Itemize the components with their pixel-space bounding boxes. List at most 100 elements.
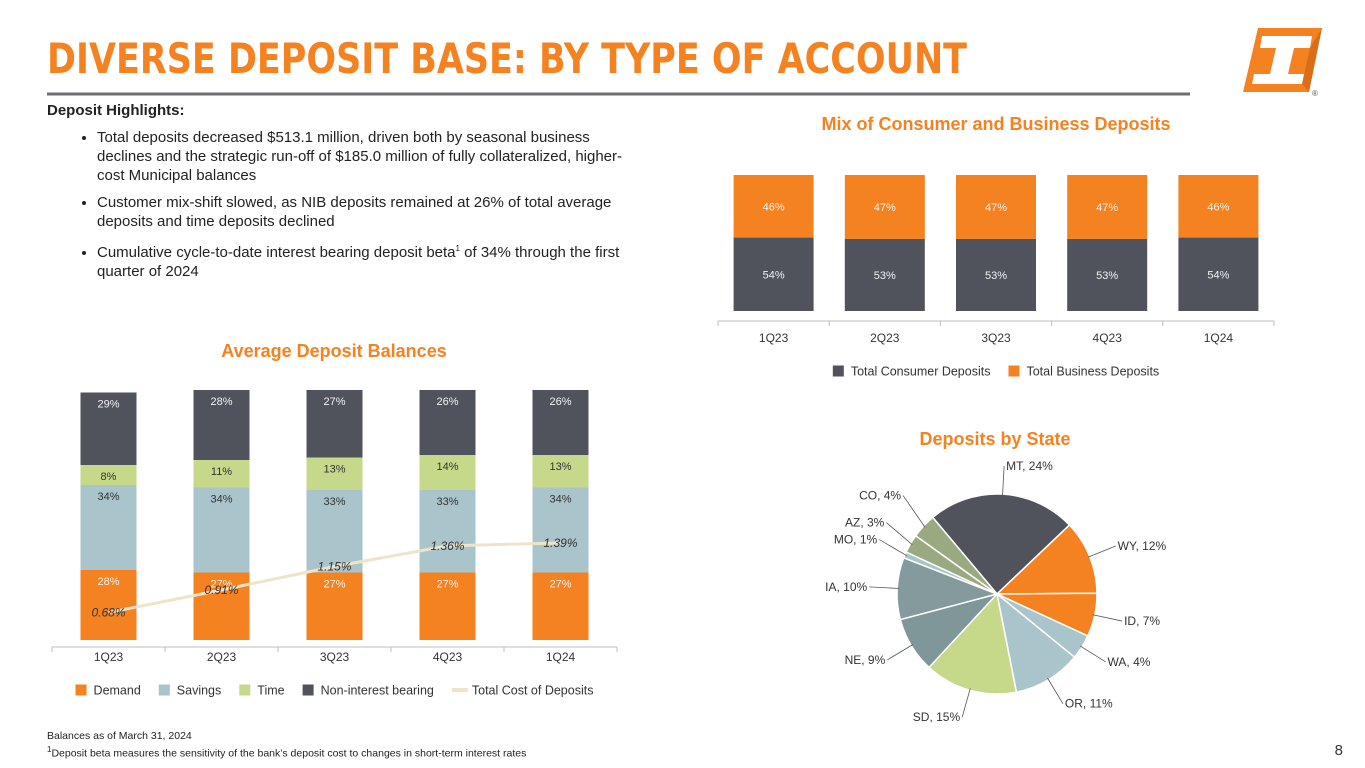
data-label: 8% xyxy=(101,471,117,483)
superscript: 1 xyxy=(455,244,460,253)
registered-mark: ® xyxy=(1312,89,1318,98)
bar-segment xyxy=(306,490,363,573)
x-tick-label: 1Q23 xyxy=(94,650,124,664)
highlights: Deposit Highlights: Total deposits decre… xyxy=(47,101,627,289)
data-label: 54% xyxy=(763,269,785,281)
bar-segment xyxy=(419,572,476,640)
legend-label: Non-interest bearing xyxy=(321,684,434,698)
bar-segment xyxy=(193,390,250,460)
data-label: 34% xyxy=(97,491,119,503)
superscript: 1 xyxy=(47,745,52,754)
footer: Balances as of March 31, 2024 1Deposit b… xyxy=(47,729,526,761)
bar-segment xyxy=(1178,237,1259,311)
legend-label: Total Cost of Deposits xyxy=(472,684,594,698)
bullet: Customer mix-shift slowed, as NIB deposi… xyxy=(97,193,627,231)
data-label: 53% xyxy=(874,270,896,282)
pie-label: NE, 9% xyxy=(845,653,886,667)
line-label: 1.36% xyxy=(430,539,464,553)
leader-line xyxy=(887,644,914,661)
legend-swatch xyxy=(1008,365,1020,377)
pie-label: WA, 4% xyxy=(1108,655,1151,669)
legend-label: Savings xyxy=(177,684,221,698)
pie-label: WY, 12% xyxy=(1118,539,1167,553)
leader-line xyxy=(878,539,907,557)
pie-label: IA, 10% xyxy=(825,580,867,594)
pie-label: AZ, 3% xyxy=(845,516,885,530)
legend-label: Total Business Deposits xyxy=(1026,365,1159,379)
data-label: 47% xyxy=(1096,202,1118,214)
x-tick-label: 2Q23 xyxy=(207,650,237,664)
x-tick-label: 3Q23 xyxy=(981,331,1011,345)
bar-segment xyxy=(956,238,1036,311)
bar-segment xyxy=(193,460,250,488)
data-label: 26% xyxy=(436,396,458,408)
chart-title: Average Deposit Balances xyxy=(221,341,446,361)
data-label: 46% xyxy=(763,201,785,213)
x-tick-label: 4Q23 xyxy=(433,650,463,664)
leader-line xyxy=(961,688,971,718)
bar-segment xyxy=(306,572,363,640)
data-label: 33% xyxy=(323,496,345,508)
x-tick-label: 4Q23 xyxy=(1093,331,1123,345)
bar-segment xyxy=(532,390,589,455)
bar-segment xyxy=(80,465,137,485)
bar-segment xyxy=(1178,175,1259,238)
data-label: 53% xyxy=(985,270,1007,282)
legend-swatch xyxy=(239,684,251,696)
legend-label: Demand xyxy=(94,684,141,698)
bar-segment xyxy=(532,572,589,640)
line-label: 1.15% xyxy=(317,559,351,573)
legend: Total Consumer Deposits Total Business De… xyxy=(832,365,1159,379)
data-label: 27% xyxy=(323,396,345,408)
pie-label: MO, 1% xyxy=(834,532,878,546)
leader-line xyxy=(886,522,913,546)
data-label: 47% xyxy=(985,202,1007,214)
bar-segment xyxy=(306,457,363,490)
bar-segment xyxy=(80,570,137,640)
bar-segment xyxy=(733,237,814,311)
x-tick-label: 1Q24 xyxy=(1204,331,1234,345)
leader-line xyxy=(1002,466,1005,497)
leader-line xyxy=(902,495,926,528)
bullet: Cumulative cycle-to-date interest bearin… xyxy=(97,239,627,281)
highlights-heading: Deposit Highlights: xyxy=(47,102,185,119)
data-label: 13% xyxy=(323,464,345,476)
line-label: 0.68% xyxy=(91,606,125,620)
bar-segment xyxy=(193,487,250,573)
footer-note: Balances as of March 31, 2024 xyxy=(47,730,192,742)
chart-title: Deposits by State xyxy=(919,429,1070,449)
data-label: 47% xyxy=(874,202,896,214)
data-label: 13% xyxy=(549,461,571,473)
legend-swatch xyxy=(158,684,170,696)
data-label: 46% xyxy=(1207,201,1229,213)
line-series xyxy=(108,541,561,615)
data-label: 53% xyxy=(1096,270,1118,282)
footnote: 1Deposit beta measures the sensitivity o… xyxy=(47,743,526,761)
pie-label: CO, 4% xyxy=(859,489,901,503)
bullet-text: Cumulative cycle-to-date interest bearin… xyxy=(97,244,456,261)
leader-line xyxy=(1079,645,1106,663)
data-label: 14% xyxy=(436,461,458,473)
line-label: 1.39% xyxy=(543,536,577,550)
data-label: 11% xyxy=(211,466,232,478)
data-label: 26% xyxy=(549,396,571,408)
leader-line xyxy=(1047,677,1064,704)
data-label: 54% xyxy=(1207,269,1229,281)
bullet-text: of 34% through the first quarter of 2024 xyxy=(97,244,620,280)
x-tick-label: 2Q23 xyxy=(870,331,900,345)
chart-title: Mix of Consumer and Business Deposits xyxy=(821,114,1170,134)
bar-segment xyxy=(80,485,137,570)
bar-segment xyxy=(956,175,1036,239)
data-label: 27% xyxy=(323,579,345,591)
bar-segment xyxy=(419,455,476,490)
data-label: 27% xyxy=(436,579,458,591)
data-label: 34% xyxy=(549,494,571,506)
x-tick-label: 1Q24 xyxy=(546,650,576,664)
x-tick-label: 3Q23 xyxy=(320,650,350,664)
bar-segment xyxy=(193,572,250,640)
bar-segment xyxy=(532,455,589,488)
leader-line xyxy=(1092,614,1123,622)
